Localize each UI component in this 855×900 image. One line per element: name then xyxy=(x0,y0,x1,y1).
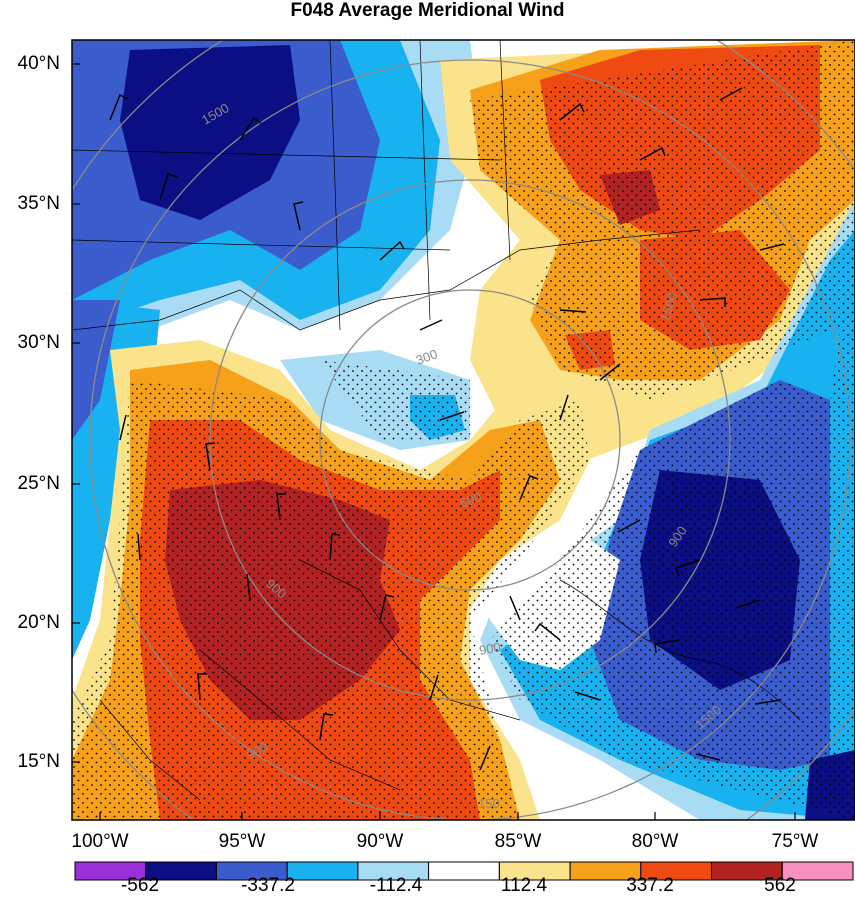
contour-label-150: 150 xyxy=(478,796,500,811)
colorbar-label-6: 562 xyxy=(764,875,796,896)
colorbar-swatch-6 xyxy=(428,861,500,881)
axis-ticks xyxy=(72,63,796,820)
colorbar-label-5: 337.2 xyxy=(626,875,674,896)
wind-region-nw-deep xyxy=(120,45,300,220)
lon-label-75: 75°W xyxy=(771,831,819,852)
colorbar-label-3: -112.4 xyxy=(369,875,423,896)
stipple-sw xyxy=(72,380,590,820)
lon-label-100: 100°W xyxy=(71,831,129,852)
contour-label-300: 300 xyxy=(414,346,440,368)
lon-label-90: 90°W xyxy=(356,831,404,852)
lon-label-85: 85°W xyxy=(494,831,542,852)
lat-label-20: 20°N xyxy=(17,612,60,633)
colorbar xyxy=(74,861,854,881)
stipple-east xyxy=(490,230,855,820)
map-frame xyxy=(71,39,855,821)
lon-label-95: 95°W xyxy=(218,831,266,852)
lat-label-40: 40°N xyxy=(17,53,60,74)
lon-label-80: 80°W xyxy=(631,831,679,852)
colorbar-label-1: -562 xyxy=(120,875,160,896)
political-boundaries xyxy=(72,40,801,801)
contour-label-600: 600 xyxy=(458,489,484,511)
contour-label-900-s: 900 xyxy=(478,639,502,658)
lat-label-15: 15°N xyxy=(17,751,60,772)
colorbar-label-2: -337.2 xyxy=(241,875,295,896)
stipple-gulf xyxy=(320,360,470,440)
colorbar-swatch-11 xyxy=(781,861,854,881)
lat-label-35: 35°N xyxy=(17,193,60,214)
lat-label-25: 25°N xyxy=(17,473,60,494)
colorbar-swatch-4 xyxy=(286,861,359,881)
lat-label-30: 30°N xyxy=(17,332,60,353)
wind-barbs xyxy=(109,87,785,771)
colorbar-label-4: 112.4 xyxy=(500,875,548,896)
map-title: F048 Average Meridional Wind xyxy=(290,0,565,21)
